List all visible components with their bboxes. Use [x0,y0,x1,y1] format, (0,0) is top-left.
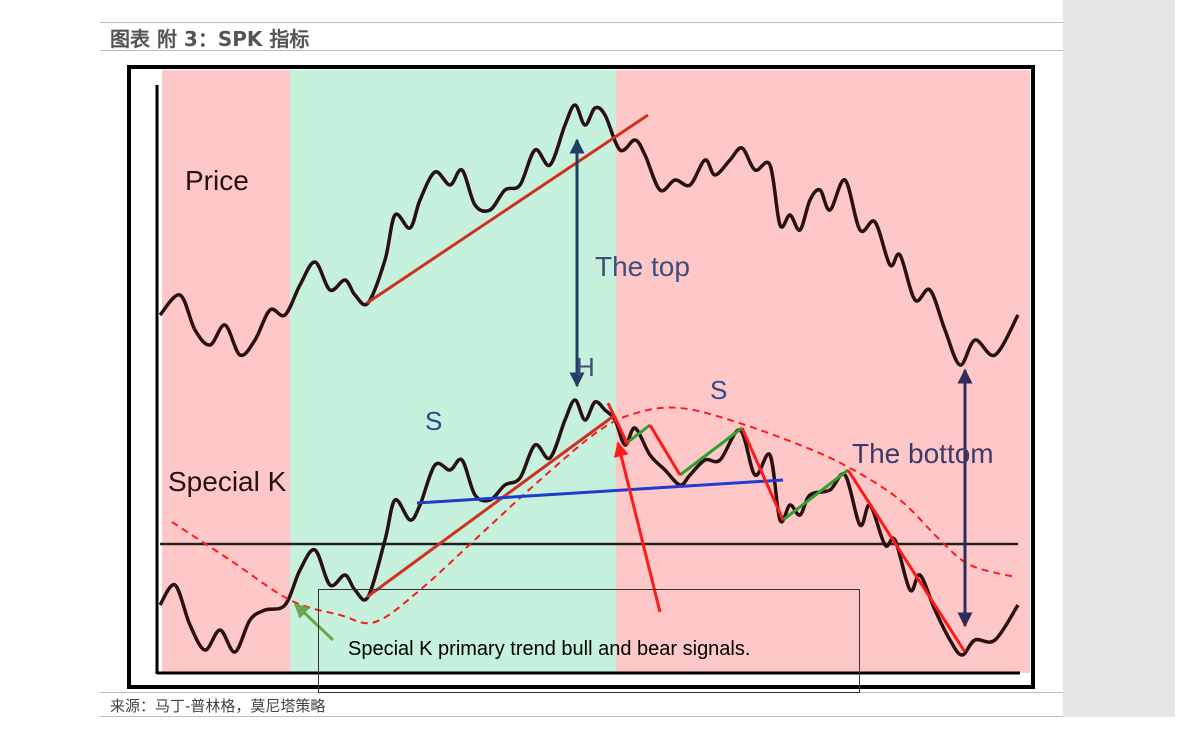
caption: Special K primary trend bull and bear si… [348,638,750,660]
bull-zone [290,70,616,673]
price-trend-line [366,113,649,305]
price-line [158,103,1020,367]
special-k-trend-line [366,413,616,599]
figure-source: 来源：马丁-普林格，莫尼塔策略 [110,697,326,715]
bear-zone-left [162,70,290,673]
bear-zone-right [616,70,1030,673]
s-right-label: S [710,375,727,405]
caption-box [318,589,860,693]
divider [100,50,1063,51]
side-panel [1063,0,1175,717]
buy-signal-arrow [293,602,335,642]
h-label: H [576,352,595,382]
the-top-label: The top [595,251,690,282]
red-segments [606,402,967,653]
special-k-label: Special K [168,466,287,497]
neckline [416,478,784,505]
price-label: Price [185,165,249,196]
frame [127,65,1035,689]
green-segments [627,423,849,522]
s-left-label: S [425,406,442,436]
divider [100,716,1063,717]
the-bottom-label: The bottom [852,438,994,469]
divider [100,22,1063,23]
special-k-moving-average [171,406,1016,625]
special-k-line [158,398,1020,657]
figure-title: 图表 附 3：SPK 指标 [110,27,310,51]
sell-signal-arrow [613,441,662,613]
